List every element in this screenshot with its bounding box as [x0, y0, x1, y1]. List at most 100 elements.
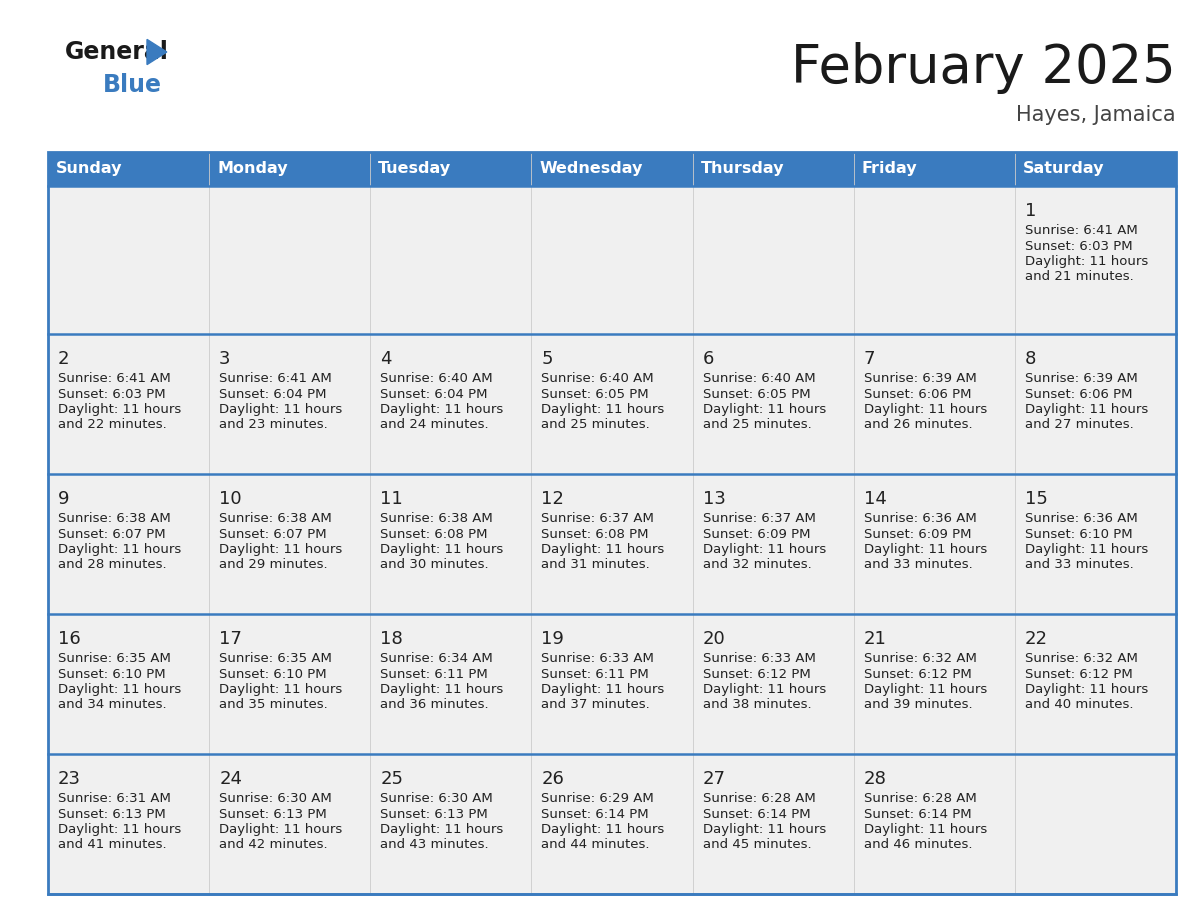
Text: Sunset: 6:13 PM: Sunset: 6:13 PM — [219, 808, 327, 821]
Text: Sunrise: 6:39 AM: Sunrise: 6:39 AM — [1025, 372, 1138, 385]
Text: Sunrise: 6:40 AM: Sunrise: 6:40 AM — [380, 372, 493, 385]
Text: Sunset: 6:13 PM: Sunset: 6:13 PM — [380, 808, 488, 821]
Text: Sunset: 6:14 PM: Sunset: 6:14 PM — [702, 808, 810, 821]
Text: Sunrise: 6:34 AM: Sunrise: 6:34 AM — [380, 652, 493, 665]
Text: Sunrise: 6:33 AM: Sunrise: 6:33 AM — [702, 652, 815, 665]
Text: Sunrise: 6:37 AM: Sunrise: 6:37 AM — [702, 512, 815, 525]
Text: and 40 minutes.: and 40 minutes. — [1025, 699, 1133, 711]
Text: Sunset: 6:11 PM: Sunset: 6:11 PM — [542, 667, 649, 680]
Bar — [48, 474, 1176, 614]
Text: Sunrise: 6:41 AM: Sunrise: 6:41 AM — [1025, 224, 1138, 237]
Bar — [854, 152, 1015, 186]
Text: Daylight: 11 hours: Daylight: 11 hours — [58, 823, 182, 836]
Text: and 39 minutes.: and 39 minutes. — [864, 699, 972, 711]
Text: Sunset: 6:07 PM: Sunset: 6:07 PM — [58, 528, 165, 541]
Text: and 44 minutes.: and 44 minutes. — [542, 838, 650, 852]
Text: Sunrise: 6:41 AM: Sunrise: 6:41 AM — [58, 372, 171, 385]
Text: Daylight: 11 hours: Daylight: 11 hours — [58, 683, 182, 696]
Text: 15: 15 — [1025, 490, 1048, 508]
Text: Sunrise: 6:41 AM: Sunrise: 6:41 AM — [219, 372, 331, 385]
Text: 9: 9 — [58, 490, 70, 508]
Text: Sunrise: 6:32 AM: Sunrise: 6:32 AM — [1025, 652, 1138, 665]
Text: 2: 2 — [58, 350, 70, 368]
Text: Sunset: 6:08 PM: Sunset: 6:08 PM — [380, 528, 488, 541]
Text: Daylight: 11 hours: Daylight: 11 hours — [380, 823, 504, 836]
Text: 28: 28 — [864, 770, 886, 788]
Text: 20: 20 — [702, 630, 726, 648]
Text: Sunrise: 6:40 AM: Sunrise: 6:40 AM — [702, 372, 815, 385]
Text: 10: 10 — [219, 490, 242, 508]
Text: and 34 minutes.: and 34 minutes. — [58, 699, 166, 711]
Text: 8: 8 — [1025, 350, 1036, 368]
Text: and 33 minutes.: and 33 minutes. — [864, 558, 973, 572]
Bar — [48, 614, 1176, 754]
Text: and 25 minutes.: and 25 minutes. — [542, 419, 650, 431]
Text: 25: 25 — [380, 770, 403, 788]
Text: Sunrise: 6:39 AM: Sunrise: 6:39 AM — [864, 372, 977, 385]
Text: Sunset: 6:10 PM: Sunset: 6:10 PM — [219, 667, 327, 680]
Bar — [48, 334, 1176, 474]
Text: Sunrise: 6:38 AM: Sunrise: 6:38 AM — [380, 512, 493, 525]
Text: Sunday: Sunday — [56, 162, 122, 176]
Text: Sunrise: 6:28 AM: Sunrise: 6:28 AM — [702, 792, 815, 805]
Text: Monday: Monday — [217, 162, 287, 176]
Text: Daylight: 11 hours: Daylight: 11 hours — [702, 683, 826, 696]
Text: Sunset: 6:09 PM: Sunset: 6:09 PM — [702, 528, 810, 541]
Text: Sunset: 6:07 PM: Sunset: 6:07 PM — [219, 528, 327, 541]
Text: and 45 minutes.: and 45 minutes. — [702, 838, 811, 852]
Text: and 43 minutes.: and 43 minutes. — [380, 838, 489, 852]
Text: 4: 4 — [380, 350, 392, 368]
Text: General: General — [65, 40, 169, 64]
Text: Daylight: 11 hours: Daylight: 11 hours — [702, 543, 826, 556]
Text: Sunset: 6:10 PM: Sunset: 6:10 PM — [58, 667, 165, 680]
Text: and 24 minutes.: and 24 minutes. — [380, 419, 489, 431]
Text: 18: 18 — [380, 630, 403, 648]
Text: Daylight: 11 hours: Daylight: 11 hours — [58, 543, 182, 556]
Text: Sunset: 6:03 PM: Sunset: 6:03 PM — [1025, 240, 1132, 252]
Text: Sunset: 6:12 PM: Sunset: 6:12 PM — [864, 667, 972, 680]
Text: 3: 3 — [219, 350, 230, 368]
Text: Daylight: 11 hours: Daylight: 11 hours — [542, 403, 664, 416]
Text: Daylight: 11 hours: Daylight: 11 hours — [1025, 403, 1148, 416]
Text: 5: 5 — [542, 350, 552, 368]
Text: 26: 26 — [542, 770, 564, 788]
Text: 13: 13 — [702, 490, 726, 508]
Bar — [48, 152, 1176, 894]
Text: Blue: Blue — [103, 73, 162, 97]
Text: 21: 21 — [864, 630, 886, 648]
Text: Daylight: 11 hours: Daylight: 11 hours — [542, 543, 664, 556]
Polygon shape — [147, 39, 166, 64]
Text: 19: 19 — [542, 630, 564, 648]
Text: and 36 minutes.: and 36 minutes. — [380, 699, 489, 711]
Bar — [48, 754, 1176, 894]
Bar — [48, 152, 209, 186]
Text: Daylight: 11 hours: Daylight: 11 hours — [380, 543, 504, 556]
Text: Sunrise: 6:36 AM: Sunrise: 6:36 AM — [864, 512, 977, 525]
Text: Sunset: 6:05 PM: Sunset: 6:05 PM — [542, 387, 649, 400]
Text: 7: 7 — [864, 350, 876, 368]
Text: Sunset: 6:06 PM: Sunset: 6:06 PM — [1025, 387, 1132, 400]
Text: and 46 minutes.: and 46 minutes. — [864, 838, 972, 852]
Text: Tuesday: Tuesday — [378, 162, 451, 176]
Text: Sunrise: 6:40 AM: Sunrise: 6:40 AM — [542, 372, 655, 385]
Text: and 33 minutes.: and 33 minutes. — [1025, 558, 1133, 572]
Text: Sunset: 6:14 PM: Sunset: 6:14 PM — [864, 808, 972, 821]
Text: Sunset: 6:12 PM: Sunset: 6:12 PM — [702, 667, 810, 680]
Bar — [1015, 152, 1176, 186]
Text: Daylight: 11 hours: Daylight: 11 hours — [864, 683, 987, 696]
Text: Sunset: 6:12 PM: Sunset: 6:12 PM — [1025, 667, 1132, 680]
Text: and 23 minutes.: and 23 minutes. — [219, 419, 328, 431]
Text: and 41 minutes.: and 41 minutes. — [58, 838, 166, 852]
Text: Sunrise: 6:31 AM: Sunrise: 6:31 AM — [58, 792, 171, 805]
Text: Wednesday: Wednesday — [539, 162, 643, 176]
Text: and 35 minutes.: and 35 minutes. — [219, 699, 328, 711]
Text: Sunrise: 6:35 AM: Sunrise: 6:35 AM — [219, 652, 331, 665]
Text: and 25 minutes.: and 25 minutes. — [702, 419, 811, 431]
Text: 24: 24 — [219, 770, 242, 788]
Text: Sunset: 6:04 PM: Sunset: 6:04 PM — [380, 387, 488, 400]
Bar — [48, 186, 1176, 334]
Text: Sunset: 6:03 PM: Sunset: 6:03 PM — [58, 387, 165, 400]
Text: Hayes, Jamaica: Hayes, Jamaica — [1017, 105, 1176, 125]
Text: Daylight: 11 hours: Daylight: 11 hours — [1025, 255, 1148, 268]
Text: Sunset: 6:04 PM: Sunset: 6:04 PM — [219, 387, 327, 400]
